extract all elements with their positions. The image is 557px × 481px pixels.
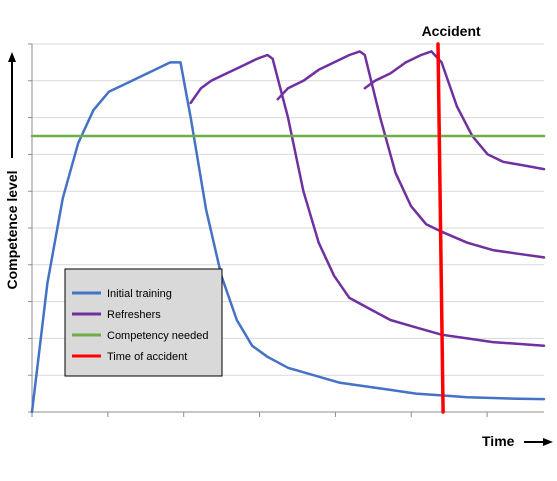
x-axis-arrow (524, 438, 553, 446)
series-line-refreshers-2 (276, 50, 546, 259)
y-axis-title: Competence level (4, 170, 20, 289)
x-axis-title: Time (482, 433, 515, 449)
legend-label: Time of accident (107, 351, 187, 363)
y-axis-arrow (8, 52, 16, 158)
series-line-refreshers-3 (363, 50, 546, 171)
y-axis-title-group: Competence level (4, 170, 20, 289)
legend-label: Refreshers (107, 309, 161, 321)
series-line-refreshers-1 (189, 53, 546, 348)
series-line-time-of-accident (436, 42, 445, 414)
series-layer (30, 42, 546, 414)
legend-box (64, 268, 223, 377)
legend-label: Initial training (107, 288, 172, 300)
axes (28, 43, 544, 417)
series-line-initial-training (30, 61, 546, 414)
legend-label: Competency needed (107, 330, 209, 342)
accident-annotation: Accident (422, 23, 481, 39)
legend: Initial training Refreshers Competency nee… (64, 268, 223, 377)
